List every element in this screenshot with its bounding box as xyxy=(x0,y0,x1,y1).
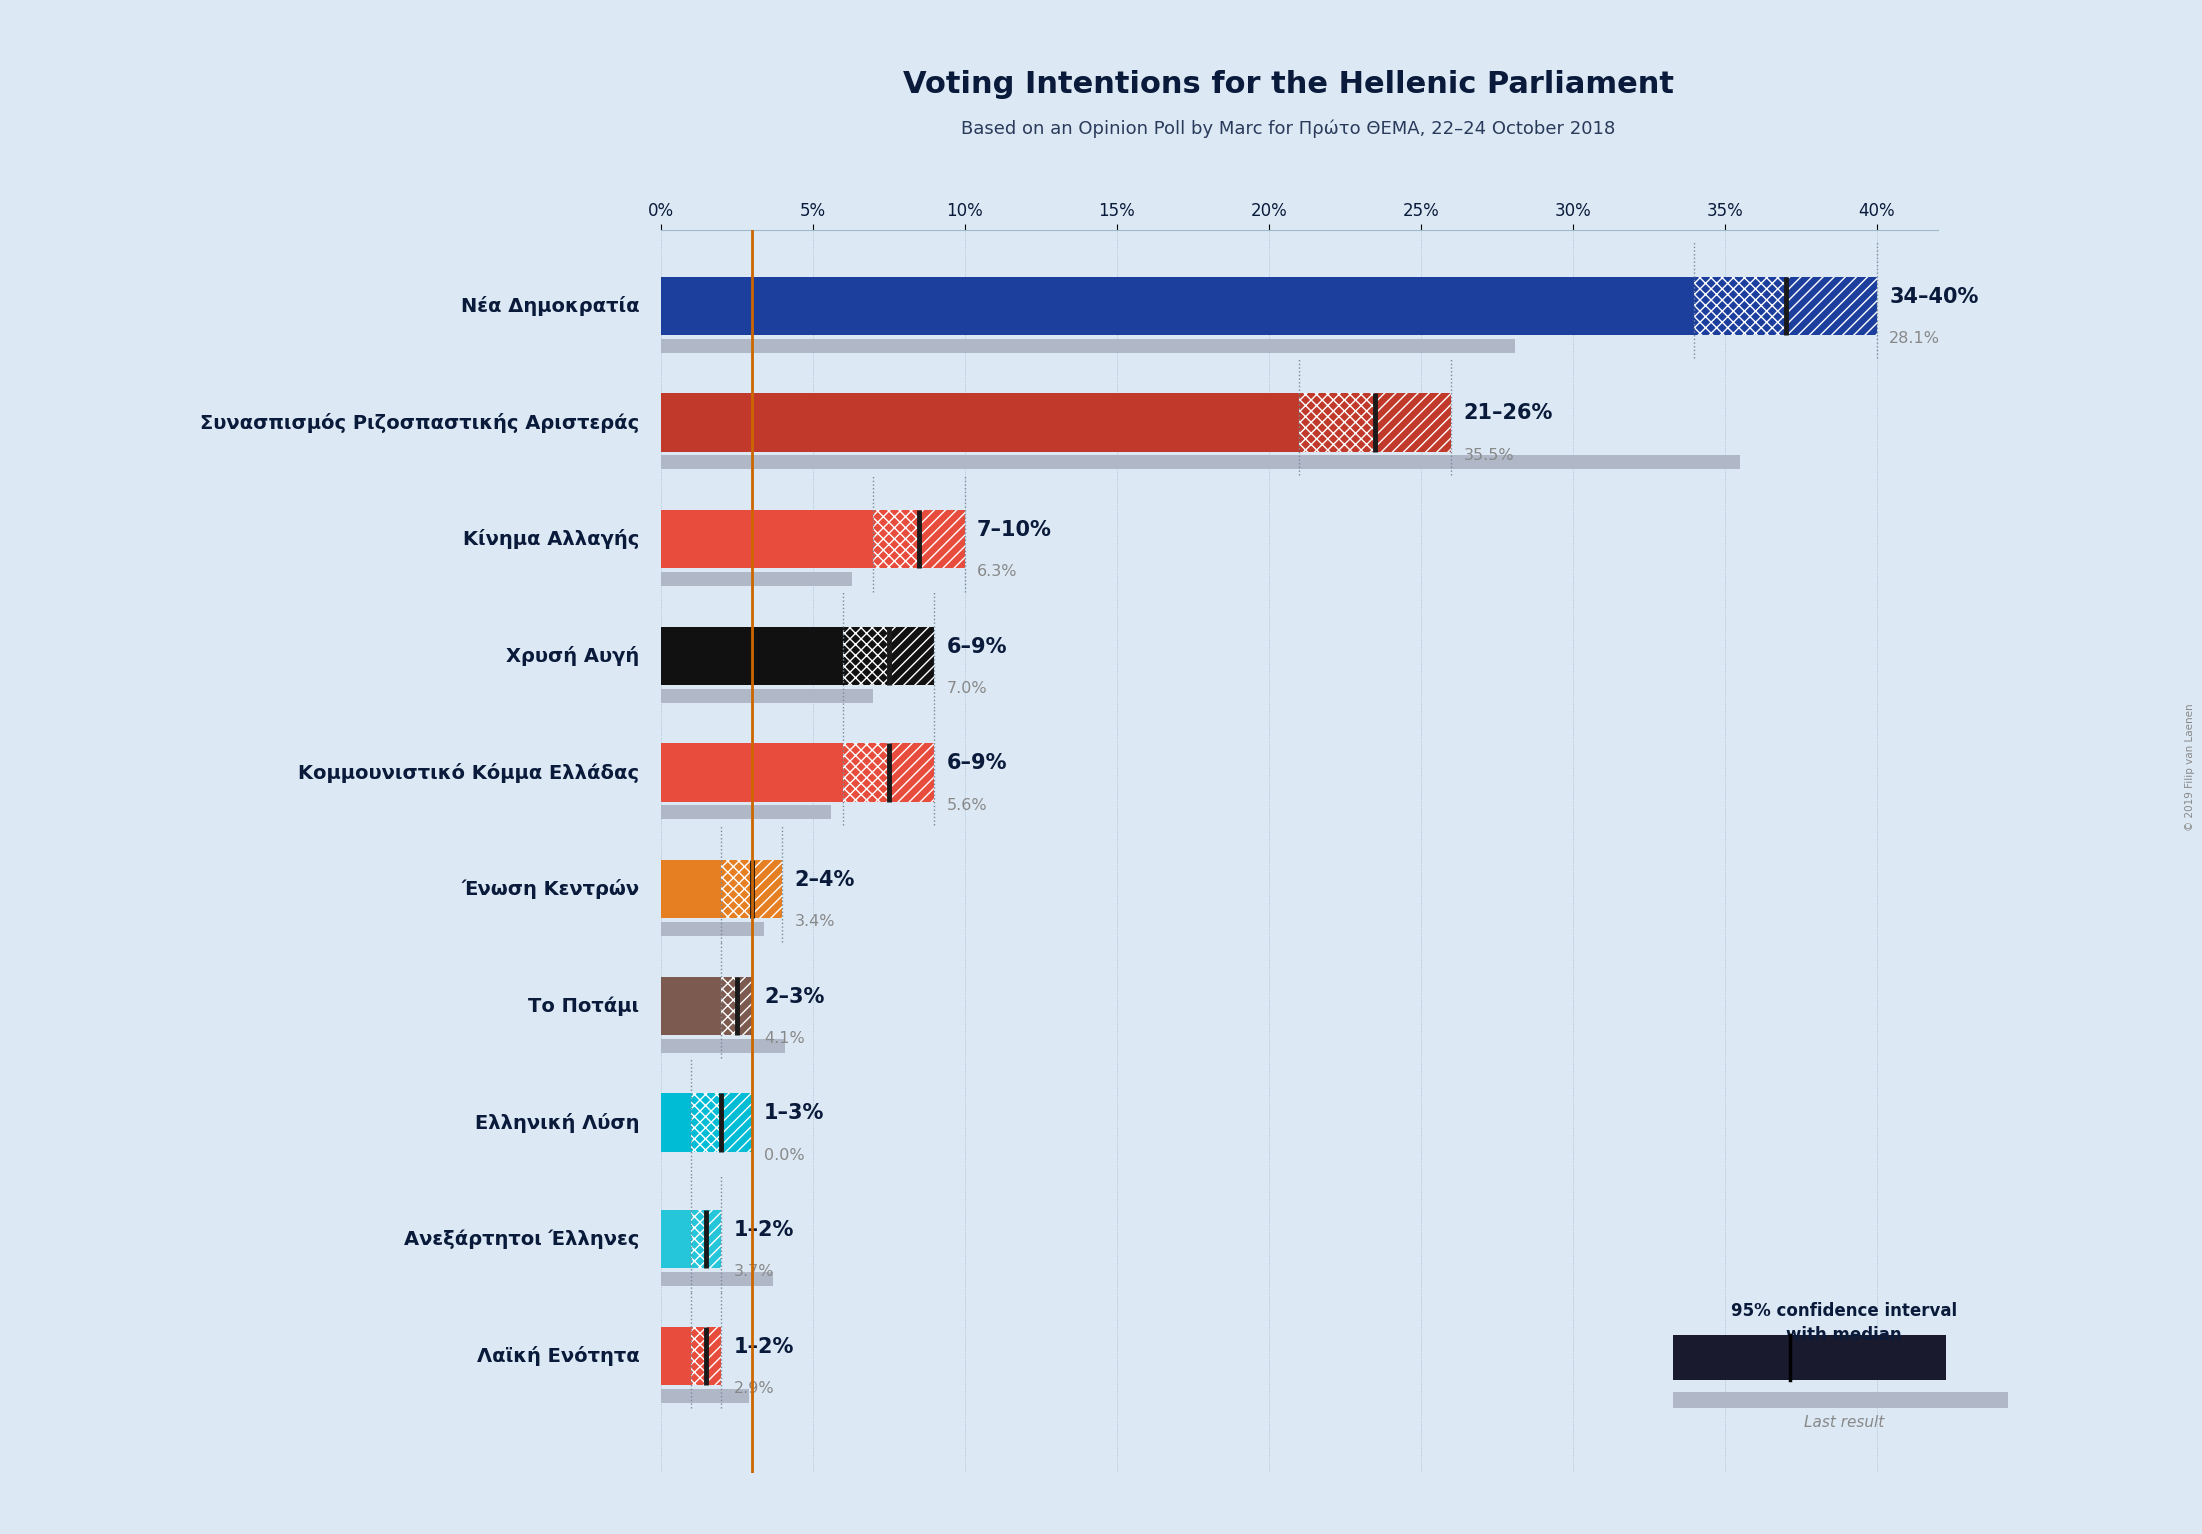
Text: © 2019 Filip van Laenen: © 2019 Filip van Laenen xyxy=(2184,703,2195,831)
Text: 3.4%: 3.4% xyxy=(795,914,835,930)
Text: 95% confidence interval: 95% confidence interval xyxy=(1731,1302,1958,1321)
Text: 21–26%: 21–26% xyxy=(1464,403,1552,423)
Text: with median: with median xyxy=(1786,1325,1903,1344)
Bar xyxy=(661,689,874,703)
Text: 6–9%: 6–9% xyxy=(947,753,1006,773)
Bar xyxy=(1696,276,1786,334)
Text: Κίνημα Αλλαγής: Κίνημα Αλλαγής xyxy=(462,529,639,549)
Text: Κομμουνιστικό Κόμμα Ελλάδας: Κομμουνιστικό Κόμμα Ελλάδας xyxy=(297,762,639,782)
Text: Χρυσή Αυγή: Χρυσή Αυγή xyxy=(506,646,639,666)
Text: 0.0%: 0.0% xyxy=(764,1147,804,1163)
Text: Ελληνική Λύση: Ελληνική Λύση xyxy=(476,1112,639,1132)
Bar xyxy=(661,1094,691,1152)
Bar xyxy=(661,393,1299,453)
Text: 5.6%: 5.6% xyxy=(947,798,986,813)
Bar xyxy=(661,805,830,819)
Bar xyxy=(1674,1393,2008,1408)
Bar xyxy=(1874,1335,1947,1379)
Bar xyxy=(722,977,738,1035)
Text: Last result: Last result xyxy=(1803,1414,1885,1430)
Bar xyxy=(661,511,874,569)
Bar xyxy=(738,977,751,1035)
Bar xyxy=(661,276,1696,334)
Bar xyxy=(722,861,751,919)
Bar xyxy=(707,1327,722,1385)
Bar xyxy=(661,744,843,802)
Text: 2–4%: 2–4% xyxy=(795,870,854,890)
Bar xyxy=(661,1327,691,1385)
Text: Συνασπισμός Ριζοσπαστικής Αριστεράς: Συνασπισμός Ριζοσπαστικής Αριστεράς xyxy=(200,413,639,433)
Bar xyxy=(751,861,782,919)
Bar xyxy=(890,744,934,802)
Bar xyxy=(722,1094,751,1152)
Text: 34–40%: 34–40% xyxy=(1889,287,1977,307)
Text: 2.9%: 2.9% xyxy=(733,1381,775,1396)
Text: 28.1%: 28.1% xyxy=(1889,331,1940,347)
Text: 1–2%: 1–2% xyxy=(733,1220,795,1239)
Bar xyxy=(707,1210,722,1269)
Text: Το Ποτάμι: Το Ποτάμι xyxy=(528,996,639,1016)
Text: Based on an Opinion Poll by Marc for Πρώτο ΘΕΜΑ, 22–24 October 2018: Based on an Opinion Poll by Marc for Πρώ… xyxy=(960,120,1616,138)
Bar xyxy=(661,861,722,919)
Bar xyxy=(661,456,1740,469)
Bar xyxy=(661,1388,749,1402)
Bar xyxy=(661,572,852,586)
Bar xyxy=(691,1210,707,1269)
Text: 6–9%: 6–9% xyxy=(947,637,1006,657)
Text: 35.5%: 35.5% xyxy=(1464,448,1515,463)
Text: Νέα Δημοκρατία: Νέα Δημοκρατία xyxy=(460,296,639,316)
Text: Λαϊκή Ενότητα: Λαϊκή Ενότητα xyxy=(476,1345,639,1365)
Bar xyxy=(1376,393,1451,453)
Text: 6.3%: 6.3% xyxy=(978,565,1017,580)
Bar xyxy=(661,339,1515,353)
Text: Ένωση Κεντρών: Ένωση Κεντρών xyxy=(460,879,639,899)
Text: 2–3%: 2–3% xyxy=(764,986,824,1006)
Text: 1–3%: 1–3% xyxy=(764,1103,824,1123)
Bar xyxy=(1299,393,1376,453)
Text: 4.1%: 4.1% xyxy=(764,1031,804,1046)
Bar xyxy=(661,922,764,936)
Text: 7.0%: 7.0% xyxy=(947,681,986,696)
Bar xyxy=(1674,1335,1801,1379)
Bar xyxy=(918,511,964,569)
Bar xyxy=(843,627,890,686)
Text: 1–2%: 1–2% xyxy=(733,1336,795,1356)
Bar xyxy=(661,1272,773,1285)
Text: 7–10%: 7–10% xyxy=(978,520,1053,540)
Bar xyxy=(1801,1335,1874,1379)
Bar xyxy=(1786,276,1876,334)
Bar xyxy=(874,511,918,569)
Text: Ανεξάρτητοι Έλληνες: Ανεξάρτητοι Έλληνες xyxy=(403,1230,639,1249)
Bar xyxy=(661,627,843,686)
Bar xyxy=(843,744,890,802)
Text: Voting Intentions for the Hellenic Parliament: Voting Intentions for the Hellenic Parli… xyxy=(903,71,1674,98)
Bar xyxy=(661,1039,786,1052)
Bar xyxy=(691,1327,707,1385)
Bar xyxy=(661,977,722,1035)
Bar xyxy=(661,1210,691,1269)
Text: 3.7%: 3.7% xyxy=(733,1264,775,1279)
Bar xyxy=(691,1094,722,1152)
Bar xyxy=(890,627,934,686)
